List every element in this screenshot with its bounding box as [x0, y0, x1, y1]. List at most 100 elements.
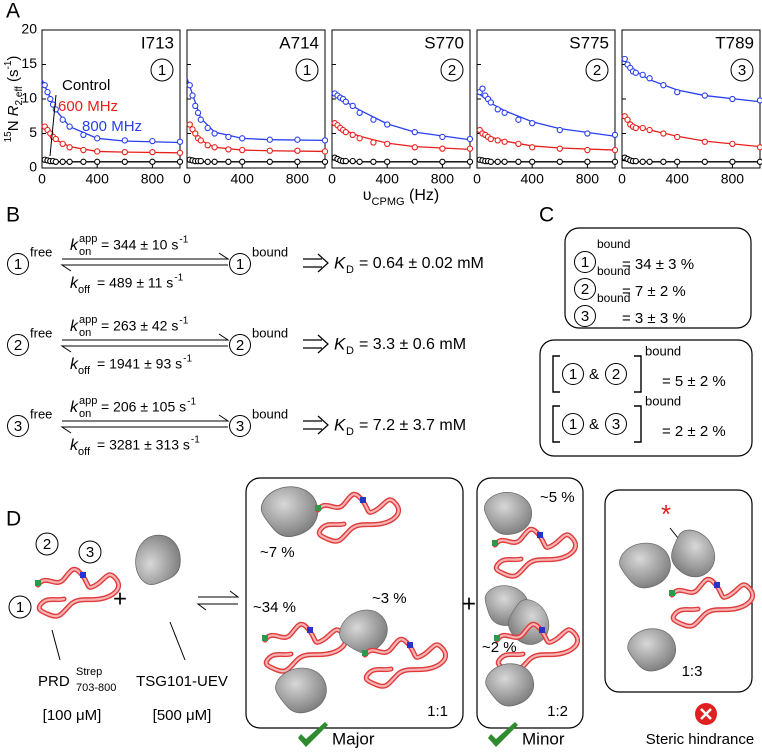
ratio: 1:2 — [547, 703, 568, 720]
site-number: 3 — [236, 418, 244, 435]
x-tick-label: 800 — [141, 171, 165, 187]
data-point — [756, 97, 762, 104]
x-tick-label: 400 — [666, 171, 690, 187]
data-point — [487, 158, 494, 165]
site-circle — [574, 251, 596, 273]
panel-label: D — [6, 508, 21, 531]
data-point — [584, 130, 591, 137]
x-tick-label: 0 — [38, 171, 46, 187]
data-point — [439, 145, 446, 152]
data-point — [225, 158, 232, 165]
data-point — [756, 158, 762, 165]
k-sub: off — [78, 365, 91, 377]
data-point — [646, 126, 653, 134]
data-point — [529, 144, 536, 151]
prd-sub: 703-800 — [76, 682, 116, 694]
equilibrium-arrows — [60, 252, 230, 272]
unit-sup: -1 — [174, 273, 183, 284]
data-point — [632, 124, 639, 132]
bound-label: bound — [597, 237, 630, 251]
data-point — [646, 75, 653, 82]
unit-sup: -1 — [187, 397, 196, 408]
data-point — [342, 98, 349, 105]
data-point — [611, 146, 619, 154]
k-symbol: k — [70, 356, 79, 373]
data-point — [80, 131, 87, 139]
data-point — [197, 116, 204, 123]
series-label: Control — [62, 77, 110, 94]
data-point — [266, 158, 273, 165]
data-point — [411, 128, 418, 136]
unit-sup: -1 — [179, 235, 188, 246]
bound-label: bound — [597, 264, 630, 278]
k-symbol: k — [70, 399, 79, 416]
free-label: free — [30, 406, 52, 421]
pointer — [169, 621, 186, 661]
data-point — [239, 135, 246, 142]
data-point — [494, 158, 501, 165]
data-point — [515, 140, 522, 147]
x-tick-label: 0 — [328, 171, 336, 187]
prd-chain — [669, 579, 753, 626]
site-circle — [7, 334, 29, 356]
site-circle — [150, 58, 174, 82]
tsg-conc: [500 μM] — [153, 707, 212, 724]
implies-arrow — [303, 334, 329, 354]
chart-title: T789 — [715, 33, 754, 52]
joiner: & — [589, 416, 599, 433]
panel-label: B — [6, 204, 20, 227]
data-point — [411, 144, 418, 151]
data-point — [466, 145, 474, 152]
y-axis-label-part: N — [5, 116, 22, 131]
data-point — [176, 158, 184, 165]
data-point — [384, 158, 391, 165]
complex-box — [245, 477, 464, 729]
site-circle — [574, 305, 596, 327]
data-point — [94, 135, 101, 142]
panel-label: C — [539, 204, 554, 227]
site-number: 1 — [569, 366, 577, 383]
site-circle — [605, 363, 627, 385]
data-point — [556, 158, 563, 165]
ratio: 1:1 — [427, 703, 448, 720]
data-point — [487, 99, 494, 106]
data-point — [660, 130, 667, 137]
occupancy-box — [564, 227, 752, 329]
data-point — [632, 69, 639, 76]
data-point — [494, 106, 501, 113]
data-point — [47, 95, 54, 103]
clash-mark: * — [661, 499, 671, 529]
site-circle — [562, 363, 584, 385]
site-circle — [7, 253, 29, 275]
data-point — [186, 121, 193, 128]
y-tick-label: 0 — [29, 159, 37, 175]
x-tick-label: 400 — [376, 171, 400, 187]
k-sub: off — [78, 446, 91, 458]
data-point — [584, 146, 591, 154]
data-point — [611, 158, 619, 165]
percent: ~2 % — [482, 639, 517, 656]
joiner: & — [589, 366, 599, 383]
data-point — [756, 144, 762, 151]
data-point — [349, 102, 356, 110]
data-point — [149, 148, 156, 156]
plus: + — [113, 585, 127, 612]
data-point — [121, 137, 128, 144]
kd-symbol: K — [334, 253, 346, 272]
site-number: 1 — [581, 254, 589, 271]
data-point — [266, 136, 273, 143]
prd-chain — [315, 494, 399, 541]
data-point — [52, 135, 59, 143]
occupancy-value: = 7 ± 2 % — [622, 283, 686, 300]
site-number: 1 — [16, 599, 24, 616]
percent: ~5 % — [540, 489, 575, 506]
data-point — [204, 142, 211, 149]
x-tick-label: 800 — [431, 171, 455, 187]
scheme: 2 3 1 PRD Strep 703-800 [100 μM] + TSG10… — [8, 477, 754, 748]
rate-value: = 489 ± 11 s — [97, 275, 173, 291]
data-point — [80, 146, 87, 154]
data-point — [204, 158, 211, 165]
data-point — [211, 130, 218, 137]
data-point — [149, 137, 156, 145]
